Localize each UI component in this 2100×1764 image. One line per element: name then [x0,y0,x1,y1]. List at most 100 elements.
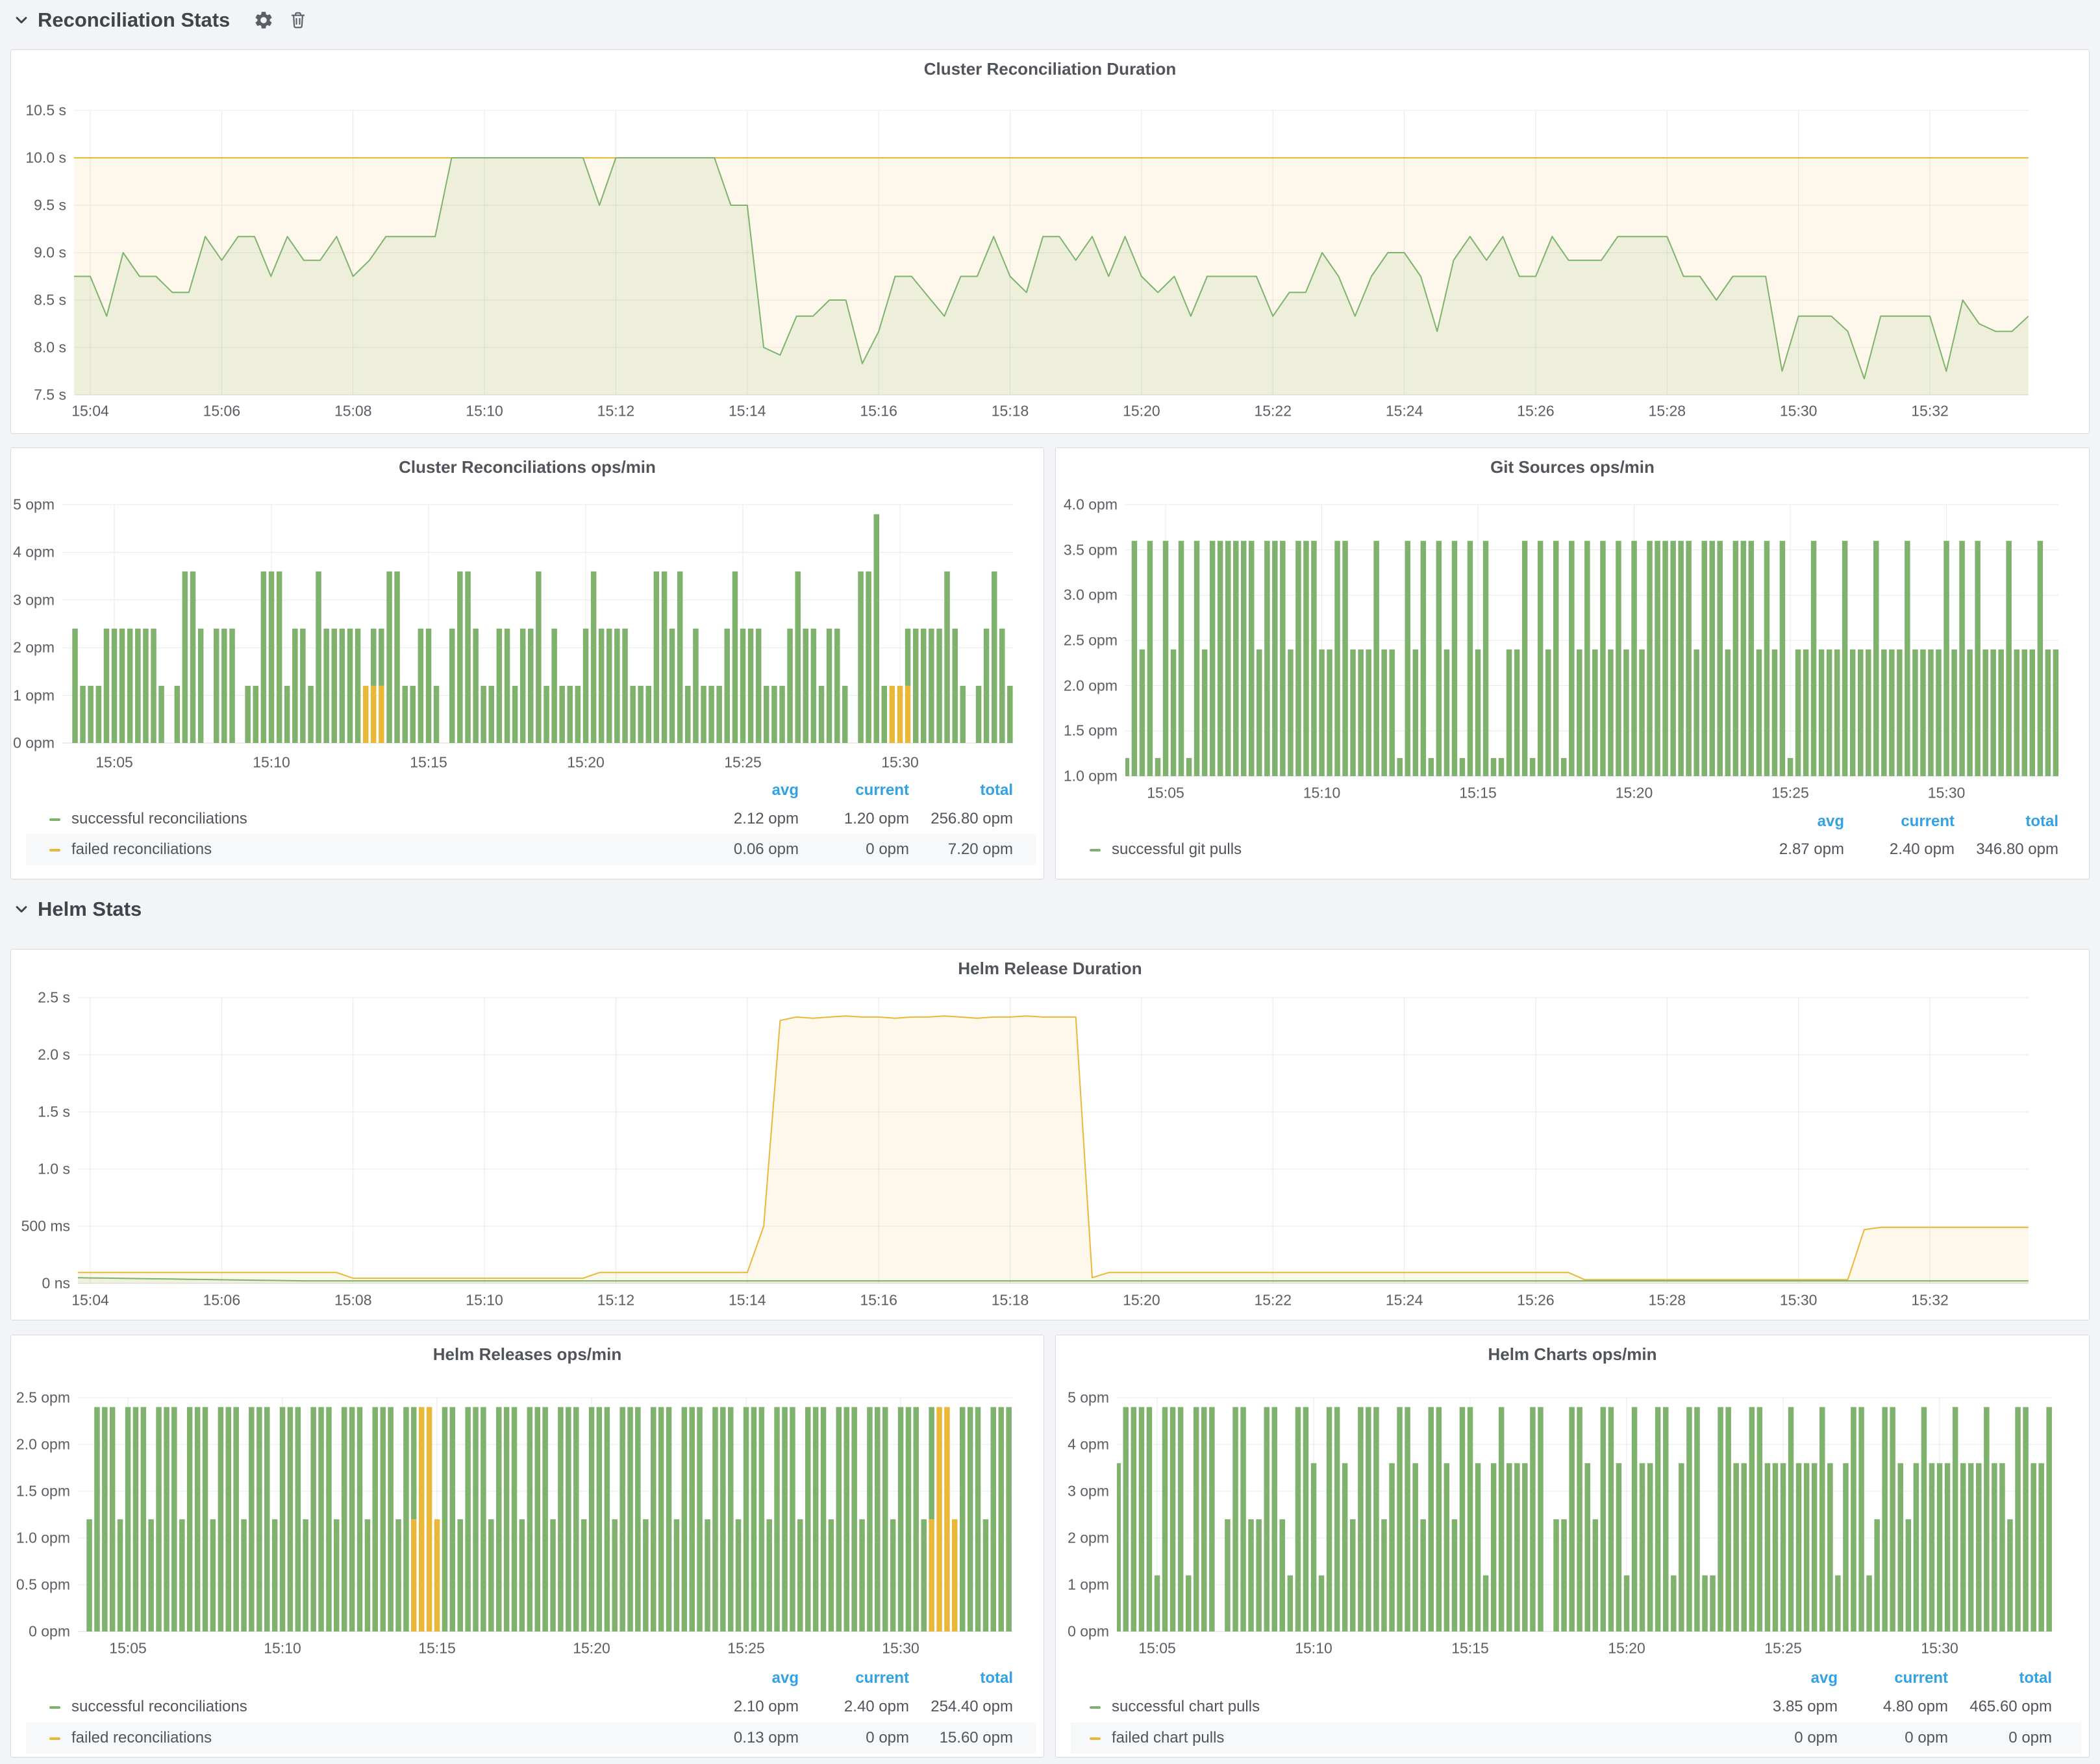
legend-column-header[interactable]: total [2019,1669,2052,1687]
y-tick-label: 1.5 opm [16,1482,70,1500]
panel-title[interactable]: Cluster Reconciliation Duration [923,59,1177,79]
legend-column-header[interactable]: current [855,1669,909,1687]
legend-series-label[interactable]: failed reconciliations [71,1729,212,1746]
legend-series-label[interactable]: failed reconciliations [71,840,212,858]
legend-value-total: 465.60 opm [1969,1698,2052,1715]
panel-title[interactable]: Helm Charts ops/min [1488,1344,1657,1364]
x-tick-label: 15:30 [1927,784,1966,801]
legend-row-stripe [1071,1722,2081,1754]
y-tick-label: 5 opm [1068,1389,1109,1406]
y-tick-label: 10.5 s [25,101,66,119]
legend-value-avg: 2.10 opm [733,1698,799,1715]
x-tick-label: 15:20 [567,753,605,771]
y-tick-label: 8.5 s [34,291,66,309]
legend-column-header[interactable]: total [2025,813,2058,830]
x-tick-label: 15:28 [1648,1291,1686,1309]
legend-row-stripe [26,834,1036,865]
legend-series-label[interactable]: successful reconciliations [71,810,247,827]
legend-value-total: 0 opm [2008,1729,2052,1746]
y-tick-label: 2.5 opm [1063,631,1118,649]
legend-value-total: 15.60 opm [939,1729,1013,1746]
legend-series-label[interactable]: successful reconciliations [71,1698,247,1715]
legend-series-dash [1090,1706,1101,1709]
x-tick-label: 15:12 [597,1291,635,1309]
x-tick-label: 15:10 [253,753,290,771]
x-tick-label: 15:08 [334,1291,372,1309]
legend-series-dash [49,1706,60,1709]
x-tick-label: 15:05 [95,753,133,771]
panel-title[interactable]: Helm Release Duration [958,959,1142,978]
legend-column-header[interactable]: avg [771,781,799,799]
trash-icon[interactable] [288,10,308,31]
legend-column-header[interactable]: current [1894,1669,1948,1687]
section-header-helm-stats[interactable]: Helm Stats [14,895,142,924]
chevron-down-icon [14,902,29,916]
x-tick-label: 15:10 [264,1639,301,1657]
panel-title[interactable]: Cluster Reconciliations ops/min [399,457,656,477]
y-tick-label: 0 opm [1068,1622,1109,1640]
x-tick-label: 15:20 [1608,1639,1645,1657]
x-tick-label: 15:24 [1385,402,1423,420]
y-tick-label: 10.0 s [25,149,66,166]
x-tick-label: 15:30 [1921,1639,1958,1657]
y-tick-label: 0.5 opm [16,1576,70,1593]
x-tick-label: 15:30 [881,753,919,771]
x-tick-label: 15:25 [1764,1639,1802,1657]
y-tick-label: 4 opm [1068,1435,1109,1453]
x-tick-label: 15:10 [466,1291,503,1309]
y-tick-label: 0 opm [13,734,55,751]
legend-column-header[interactable]: total [980,1669,1013,1687]
legend-value-avg: 0.13 opm [733,1729,799,1746]
section-title[interactable]: Reconciliation Stats [38,8,231,31]
legend-column-header[interactable]: avg [1817,813,1844,830]
x-tick-label: 15:24 [1385,1291,1423,1309]
x-tick-label: 15:15 [1451,1639,1489,1657]
x-tick-label: 15:10 [466,402,503,420]
y-tick-label: 3 opm [1068,1482,1109,1500]
x-tick-label: 15:20 [1123,1291,1160,1309]
x-tick-label: 15:06 [203,1291,241,1309]
legend-column-header[interactable]: avg [1810,1669,1838,1687]
gear-icon[interactable] [253,10,274,31]
section-header-reconciliation-stats[interactable]: Reconciliation Stats [14,5,308,35]
legend-value-avg: 2.12 opm [733,810,799,827]
legend-value-current: 0 opm [866,1729,909,1746]
legend-series-label[interactable]: successful chart pulls [1112,1698,1260,1715]
legend-column-header[interactable]: avg [771,1669,799,1687]
legend-value-avg: 3.85 opm [1772,1698,1838,1715]
panel-title[interactable]: Helm Releases ops/min [432,1344,622,1364]
legend-column-header[interactable]: total [980,781,1013,799]
legend-value-current: 1.20 opm [844,810,909,827]
y-tick-label: 3 opm [13,591,55,609]
y-tick-label: 9.0 s [34,244,66,261]
x-tick-label: 15:05 [1147,784,1184,801]
section-title[interactable]: Helm Stats [38,898,142,920]
x-tick-label: 15:15 [410,753,447,771]
x-tick-label: 15:26 [1517,402,1555,420]
y-tick-label: 3.5 opm [1063,541,1118,559]
legend-series-label[interactable]: successful git pulls [1112,840,1242,858]
legend-value-current: 2.40 opm [844,1698,909,1715]
legend-series-dash [1090,849,1101,851]
legend-series-label[interactable]: failed chart pulls [1112,1729,1225,1746]
panel-title[interactable]: Git Sources ops/min [1490,457,1655,477]
x-tick-label: 15:16 [860,402,897,420]
legend-column-header[interactable]: current [855,781,909,799]
x-tick-label: 15:04 [71,1291,109,1309]
panel-cluster-reconciliation-duration: Cluster Reconciliation Duration [10,49,2090,434]
x-tick-label: 15:20 [573,1639,610,1657]
legend-value-current: 4.80 opm [1882,1698,1948,1715]
y-tick-label: 1.5 s [38,1103,70,1120]
x-tick-label: 15:25 [724,753,762,771]
legend-value-total: 346.80 opm [1976,840,2058,858]
panel-helm-release-duration: Helm Release Duration [10,949,2090,1320]
x-tick-label: 15:30 [1779,402,1818,420]
x-tick-label: 15:18 [991,1291,1029,1309]
y-tick-label: 0 ns [42,1274,70,1292]
x-tick-label: 15:14 [729,402,766,420]
legend-column-header[interactable]: current [1901,813,1955,830]
